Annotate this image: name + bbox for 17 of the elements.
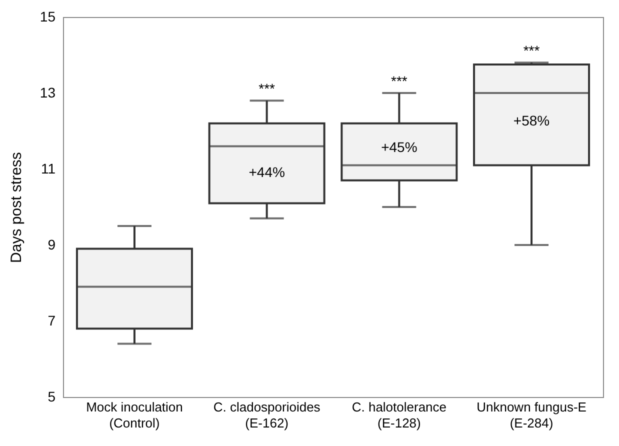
annotation: +44% <box>248 164 285 180</box>
y-tick-label: 9 <box>48 236 56 252</box>
x-tick-label: Unknown fungus-E (E-284) <box>476 400 587 430</box>
annotation: *** <box>390 73 408 89</box>
annotation: +45% <box>381 139 418 156</box>
annotation: +58% <box>513 112 550 128</box>
y-tick-label: 11 <box>40 160 56 176</box>
y-tick-label: 5 <box>48 388 56 404</box>
x-tick-label: C. halotolerance (E-128) <box>352 400 447 430</box>
x-tick-label: Mock inoculation (Control) <box>86 400 183 430</box>
annotation: *** <box>523 42 540 59</box>
annotation: *** <box>258 80 276 97</box>
y-tick-label: 13 <box>40 84 56 100</box>
y-tick-label: 7 <box>48 312 56 328</box>
y-tick-label: 15 <box>40 8 56 24</box>
x-tick-label: C. cladosporioides (E-162) <box>213 400 321 430</box>
y-axis-title: Days post stress <box>8 152 25 263</box>
